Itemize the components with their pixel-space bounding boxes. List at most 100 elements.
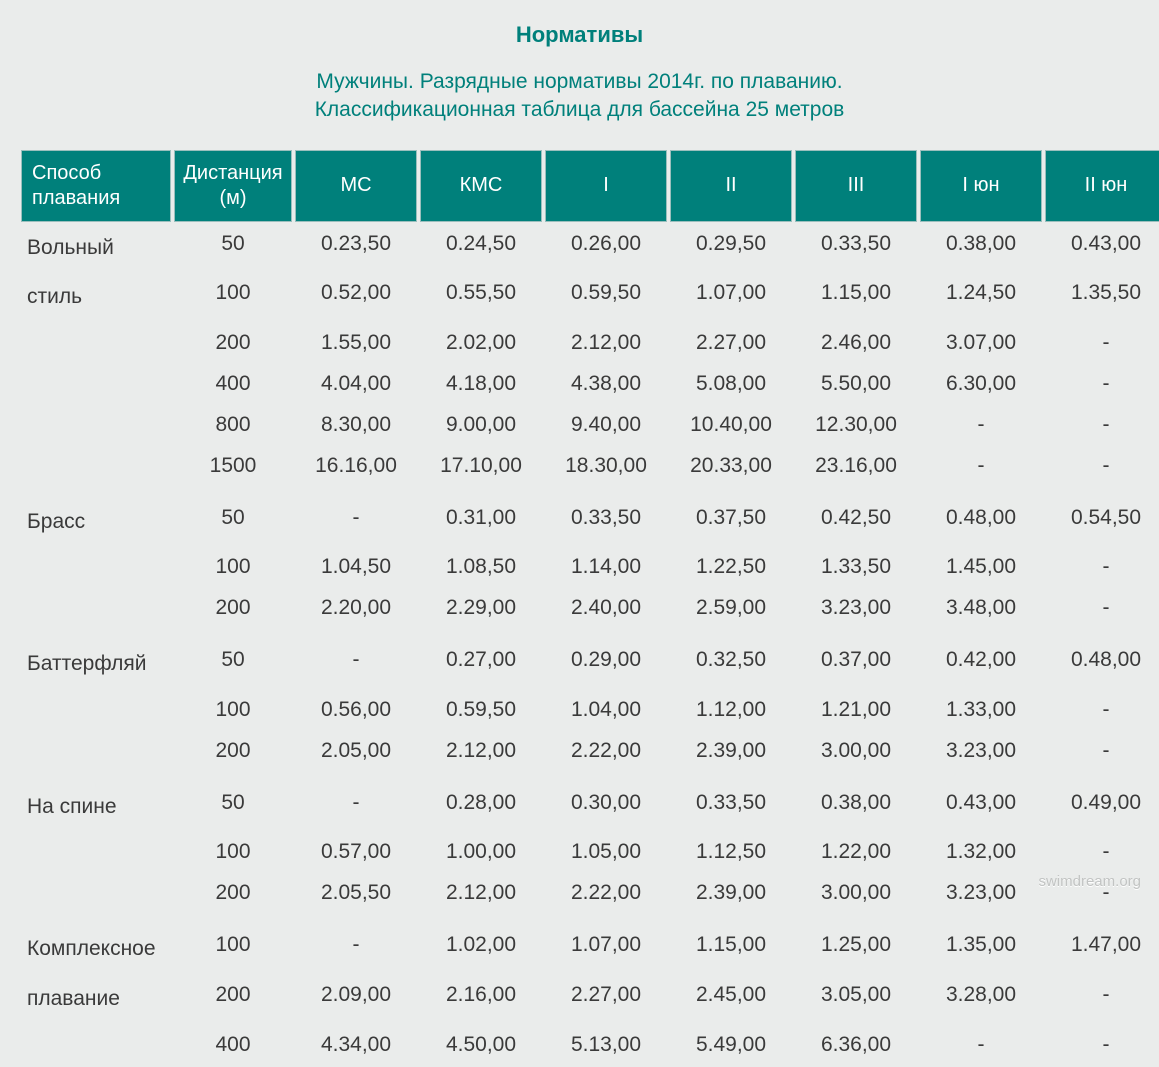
distance-cell: 100	[174, 691, 292, 729]
value-cell: 2.29,00	[420, 589, 542, 627]
value-cell: 1.15,00	[670, 926, 792, 973]
column-header: I	[545, 150, 667, 222]
value-cell: -	[1045, 406, 1159, 444]
value-cell: 20.33,00	[670, 447, 792, 485]
subtitle-line-2: Классификационная таблица для бассейна 2…	[315, 98, 845, 121]
value-cell: -	[1045, 365, 1159, 403]
style-cell: Баттерфляй	[21, 641, 171, 688]
value-cell: 4.50,00	[420, 1026, 542, 1064]
value-cell: 17.10,00	[420, 447, 542, 485]
distance-cell: 200	[174, 874, 292, 912]
distance-cell: 50	[174, 225, 292, 272]
value-cell: 9.40,00	[545, 406, 667, 444]
value-cell: 1.35,50	[1045, 274, 1159, 321]
table-header: СпособплаванияДистанция(м)МСКМСIIIIIII ю…	[21, 150, 1159, 222]
value-cell: 0.33,50	[795, 225, 917, 272]
column-header: II юн	[1045, 150, 1159, 222]
column-header: Дистанция(м)	[174, 150, 292, 222]
value-cell: 1.07,00	[670, 274, 792, 321]
value-cell: 1.04,50	[295, 548, 417, 586]
value-cell: 6.30,00	[920, 365, 1042, 403]
value-cell: 0.27,00	[420, 641, 542, 688]
value-cell: 2.40,00	[545, 589, 667, 627]
value-cell: 3.00,00	[795, 732, 917, 770]
table-row: 2002.05,502.12,002.22,002.39,003.00,003.…	[21, 874, 1159, 912]
value-cell: 1.22,00	[795, 833, 917, 871]
standards-table: СпособплаванияДистанция(м)МСКМСIIIIIII ю…	[18, 147, 1159, 1067]
value-cell: 3.05,00	[795, 976, 917, 1023]
value-cell: 3.07,00	[920, 324, 1042, 362]
value-cell: 0.43,00	[920, 784, 1042, 831]
value-cell: -	[295, 641, 417, 688]
value-cell: 1.14,00	[545, 548, 667, 586]
value-cell: -	[295, 926, 417, 973]
table-row: 4004.04,004.18,004.38,005.08,005.50,006.…	[21, 365, 1159, 403]
value-cell: 1.07,00	[545, 926, 667, 973]
value-cell: 2.12,00	[420, 732, 542, 770]
value-cell: 16.16,00	[295, 447, 417, 485]
value-cell: 1.33,00	[920, 691, 1042, 729]
distance-cell: 1500	[174, 447, 292, 485]
value-cell: -	[1045, 589, 1159, 627]
distance-cell: 50	[174, 641, 292, 688]
value-cell: 0.29,50	[670, 225, 792, 272]
value-cell: 1.22,50	[670, 548, 792, 586]
value-cell: 3.28,00	[920, 976, 1042, 1023]
table-row: 1001.04,501.08,501.14,001.22,501.33,501.…	[21, 548, 1159, 586]
value-cell: 0.59,50	[420, 691, 542, 729]
value-cell: 0.26,00	[545, 225, 667, 272]
value-cell: 2.02,00	[420, 324, 542, 362]
subtitle-line-1: Мужчины. Разрядные нормативы 2014г. по п…	[316, 70, 842, 93]
table-row: 8008.30,009.00,009.40,0010.40,0012.30,00…	[21, 406, 1159, 444]
column-header: I юн	[920, 150, 1042, 222]
value-cell: -	[920, 1026, 1042, 1064]
value-cell: 5.49,00	[670, 1026, 792, 1064]
distance-cell: 200	[174, 589, 292, 627]
column-header: Способплавания	[21, 150, 171, 222]
style-cell	[21, 365, 171, 403]
table-row: На спине50-0.28,000.30,000.33,500.38,000…	[21, 784, 1159, 831]
value-cell: 5.13,00	[545, 1026, 667, 1064]
value-cell: -	[920, 406, 1042, 444]
value-cell: 1.05,00	[545, 833, 667, 871]
value-cell: 0.55,50	[420, 274, 542, 321]
table-row: 2002.05,002.12,002.22,002.39,003.00,003.…	[21, 732, 1159, 770]
table-row: 1000.57,001.00,001.05,001.12,501.22,001.…	[21, 833, 1159, 871]
value-cell: 1.45,00	[920, 548, 1042, 586]
value-cell: 0.31,00	[420, 499, 542, 546]
value-cell: -	[1045, 833, 1159, 871]
value-cell: 2.05,50	[295, 874, 417, 912]
value-cell: 2.22,00	[545, 874, 667, 912]
style-cell	[21, 548, 171, 586]
style-cell	[21, 874, 171, 912]
value-cell: 4.38,00	[545, 365, 667, 403]
distance-cell: 100	[174, 926, 292, 973]
style-cell	[21, 1026, 171, 1064]
value-cell: -	[295, 784, 417, 831]
value-cell: 0.42,00	[920, 641, 1042, 688]
value-cell: 0.37,50	[670, 499, 792, 546]
value-cell: 1.47,00	[1045, 926, 1159, 973]
value-cell: 2.59,00	[670, 589, 792, 627]
value-cell: 2.22,00	[545, 732, 667, 770]
value-cell: -	[1045, 691, 1159, 729]
distance-cell: 50	[174, 784, 292, 831]
value-cell: 0.24,50	[420, 225, 542, 272]
distance-cell: 200	[174, 732, 292, 770]
page-subtitle: Мужчины. Разрядные нормативы 2014г. по п…	[18, 68, 1141, 125]
distance-cell: 100	[174, 833, 292, 871]
value-cell: 0.38,00	[920, 225, 1042, 272]
style-cell	[21, 324, 171, 362]
value-cell: 0.52,00	[295, 274, 417, 321]
style-cell	[21, 732, 171, 770]
value-cell: 1.21,00	[795, 691, 917, 729]
value-cell: 3.00,00	[795, 874, 917, 912]
value-cell: -	[1045, 976, 1159, 1023]
value-cell: 1.04,00	[545, 691, 667, 729]
distance-cell: 400	[174, 365, 292, 403]
value-cell: 23.16,00	[795, 447, 917, 485]
value-cell: 1.12,00	[670, 691, 792, 729]
style-cell: плавание	[21, 976, 171, 1023]
style-cell	[21, 589, 171, 627]
table-row: 2002.20,002.29,002.40,002.59,003.23,003.…	[21, 589, 1159, 627]
